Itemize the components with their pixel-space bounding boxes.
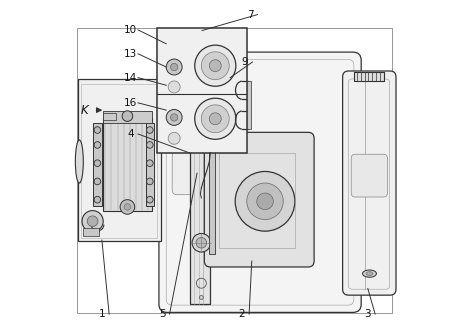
Circle shape bbox=[146, 127, 153, 133]
Ellipse shape bbox=[75, 140, 83, 183]
Bar bbox=[77, 28, 391, 313]
Text: 3: 3 bbox=[364, 309, 370, 319]
Bar bbox=[247, 81, 250, 129]
Circle shape bbox=[170, 114, 178, 121]
Bar bbox=[190, 60, 210, 304]
Circle shape bbox=[235, 171, 294, 231]
Bar bbox=[82, 228, 99, 236]
FancyBboxPatch shape bbox=[172, 152, 243, 195]
Circle shape bbox=[256, 193, 273, 209]
FancyBboxPatch shape bbox=[350, 154, 387, 197]
Bar bbox=[208, 145, 214, 254]
Circle shape bbox=[166, 110, 182, 126]
Ellipse shape bbox=[366, 272, 372, 276]
Circle shape bbox=[194, 98, 235, 139]
Circle shape bbox=[122, 111, 132, 122]
Text: 9: 9 bbox=[241, 57, 248, 67]
Circle shape bbox=[196, 237, 206, 248]
Circle shape bbox=[209, 113, 221, 125]
Circle shape bbox=[87, 216, 98, 226]
Bar bbox=[102, 111, 152, 124]
FancyBboxPatch shape bbox=[342, 71, 395, 295]
Text: 10: 10 bbox=[124, 25, 137, 35]
Text: 7: 7 bbox=[246, 10, 253, 20]
Circle shape bbox=[94, 127, 100, 133]
Circle shape bbox=[192, 233, 210, 252]
Circle shape bbox=[194, 45, 235, 86]
Text: 14: 14 bbox=[124, 73, 137, 83]
Bar bbox=[78, 79, 160, 241]
Circle shape bbox=[170, 63, 178, 71]
Circle shape bbox=[168, 132, 180, 144]
Bar bbox=[102, 113, 116, 120]
Circle shape bbox=[168, 81, 180, 93]
Circle shape bbox=[124, 204, 130, 210]
Circle shape bbox=[199, 295, 203, 299]
FancyBboxPatch shape bbox=[172, 107, 243, 150]
Circle shape bbox=[94, 142, 100, 148]
Text: 4: 4 bbox=[127, 129, 134, 139]
Circle shape bbox=[94, 178, 100, 185]
Circle shape bbox=[146, 196, 153, 203]
Bar bbox=[93, 124, 101, 206]
Bar bbox=[157, 28, 246, 153]
Circle shape bbox=[146, 142, 153, 148]
Bar bbox=[353, 72, 383, 81]
Bar bbox=[218, 153, 294, 248]
Text: K: K bbox=[80, 104, 88, 117]
Text: 1: 1 bbox=[99, 309, 105, 319]
Circle shape bbox=[166, 59, 182, 75]
FancyBboxPatch shape bbox=[159, 52, 360, 312]
Circle shape bbox=[209, 60, 221, 72]
Circle shape bbox=[146, 160, 153, 166]
Circle shape bbox=[246, 183, 283, 219]
Circle shape bbox=[82, 210, 103, 232]
Text: 16: 16 bbox=[124, 98, 137, 108]
Ellipse shape bbox=[362, 270, 376, 277]
Circle shape bbox=[94, 160, 100, 166]
Bar bbox=[353, 72, 383, 81]
Bar bbox=[145, 124, 154, 206]
Circle shape bbox=[94, 196, 100, 203]
FancyBboxPatch shape bbox=[204, 132, 314, 267]
Text: 13: 13 bbox=[124, 49, 137, 59]
Circle shape bbox=[201, 105, 229, 133]
Circle shape bbox=[146, 178, 153, 185]
Bar bbox=[102, 119, 152, 211]
Circle shape bbox=[120, 200, 134, 214]
Bar bbox=[81, 84, 156, 238]
Circle shape bbox=[201, 52, 229, 80]
Text: 2: 2 bbox=[238, 309, 245, 319]
Text: 5: 5 bbox=[159, 309, 165, 319]
